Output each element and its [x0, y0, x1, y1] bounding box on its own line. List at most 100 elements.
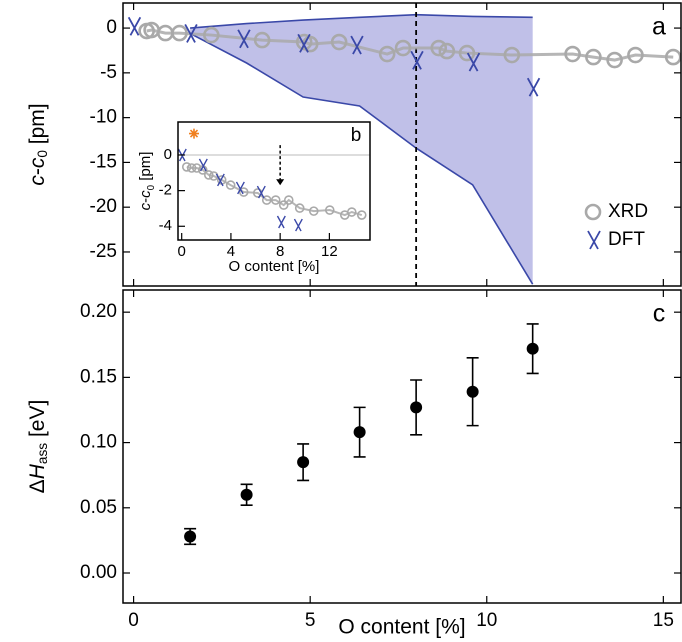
data-point	[225, 180, 236, 190]
y-axis-label-part: c	[137, 202, 154, 210]
data-point	[261, 195, 272, 205]
data-point	[294, 203, 305, 213]
data-point	[526, 77, 541, 97]
data-point	[276, 215, 286, 229]
x-tick-label: 0	[178, 243, 186, 260]
y-axis-label-part: [pm]	[137, 152, 154, 185]
x-tick-label: 10	[476, 610, 497, 631]
data-point	[664, 48, 682, 66]
data-point	[330, 33, 348, 51]
data-point	[186, 163, 197, 173]
y-tick-label: -25	[90, 241, 117, 262]
data-point	[184, 24, 198, 43]
y-axis-label-part: Δ	[26, 479, 49, 493]
data-point	[430, 39, 448, 57]
panel-label: a	[652, 13, 666, 41]
data-point	[253, 31, 271, 49]
data-point	[378, 45, 396, 63]
data-point	[278, 200, 289, 210]
data-point	[346, 207, 357, 217]
y-axis-label-part: [pm]	[26, 103, 49, 150]
data-point	[198, 158, 208, 172]
data-point	[297, 33, 311, 53]
legend-marker	[587, 230, 601, 250]
data-point	[202, 26, 220, 44]
data-point	[171, 24, 188, 42]
data-point	[283, 195, 294, 205]
data-point	[127, 16, 142, 36]
x-tick-label: 12	[321, 243, 338, 260]
data-point	[203, 170, 214, 180]
data-point	[191, 163, 202, 173]
arrow-head	[276, 179, 285, 186]
data-point	[215, 173, 225, 187]
y-tick-label: -20	[90, 196, 117, 217]
data-point	[466, 385, 479, 398]
data-point	[270, 195, 281, 205]
panel-label: c	[653, 300, 666, 328]
y-tick-label: -10	[90, 107, 117, 128]
highlight-point	[189, 128, 199, 139]
data-point	[394, 39, 412, 57]
data-point	[181, 162, 192, 172]
plot-frame	[177, 121, 371, 241]
data-point	[356, 210, 367, 220]
y-tick-label: 0.15	[80, 366, 117, 387]
plot-frame	[122, 2, 682, 287]
y-axis-label: ΔHass [eV]	[26, 400, 50, 494]
x-axis-label: O content [%]	[229, 258, 320, 275]
data-point	[526, 342, 539, 355]
data-point	[410, 401, 423, 414]
band-fill	[190, 14, 533, 285]
data-point	[606, 51, 623, 69]
y-axis-label-part: c	[137, 190, 154, 198]
data-point	[238, 187, 249, 197]
panel-label: b	[351, 125, 362, 146]
y-axis-label-part: 0	[35, 150, 50, 158]
x-tick-label: 4	[227, 243, 235, 260]
data-point	[293, 218, 303, 232]
legend-label: XRD	[608, 201, 648, 222]
x-tick-label: 15	[653, 610, 674, 631]
data-point	[235, 181, 245, 195]
y-axis-label: c-c0 [pm]	[137, 152, 157, 211]
data-point	[297, 456, 310, 469]
data-point	[256, 185, 266, 199]
x-tick-label: 8	[276, 243, 284, 260]
y-axis-label: c-c0 [pm]	[26, 103, 50, 185]
band-lower	[189, 32, 534, 285]
y-tick-label: -15	[90, 151, 117, 172]
y-tick-label: -2	[159, 182, 172, 199]
data-point	[466, 52, 481, 72]
data-point	[237, 29, 251, 49]
x-tick-label: 0	[128, 610, 139, 631]
y-axis-label-part: -	[137, 198, 154, 203]
y-tick-label: -4	[159, 217, 172, 234]
x-tick-label: 5	[305, 610, 316, 631]
inset-background	[178, 122, 370, 240]
data-point	[585, 48, 602, 66]
data-point	[564, 45, 581, 63]
y-axis-label-part: ass	[35, 443, 50, 464]
legend-marker	[584, 203, 602, 221]
data-point	[458, 44, 476, 62]
data-point	[503, 46, 521, 64]
data-point	[350, 35, 364, 55]
y-tick-label: 0.00	[80, 562, 117, 583]
x-axis-label: O content [%]	[338, 616, 465, 639]
y-axis-label-part: -	[26, 168, 49, 175]
y-axis-label-part: c	[26, 157, 49, 168]
y-tick-label: 0	[164, 146, 172, 163]
data-point	[410, 50, 424, 70]
y-tick-label: 0.10	[80, 432, 117, 453]
y-axis-label-part: [eV]	[26, 400, 49, 443]
y-tick-label: 0.20	[80, 301, 117, 322]
data-point	[627, 46, 644, 64]
series-line	[146, 28, 674, 62]
data-point	[324, 205, 335, 215]
data-point	[353, 426, 366, 439]
data-point	[308, 206, 319, 216]
y-tick-label: -5	[100, 62, 117, 83]
data-point	[240, 488, 253, 501]
